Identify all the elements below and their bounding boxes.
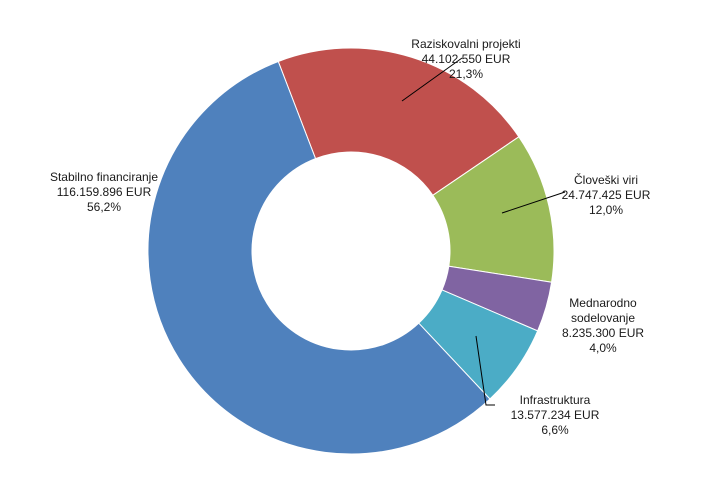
data-label-infrastruktura: Infrastruktura 13.577.234 EUR 6,6%	[511, 393, 600, 437]
slice-name: Mednarodno	[569, 296, 637, 310]
slice-percent: 56,2%	[87, 200, 121, 214]
slice-percent: 4,0%	[589, 341, 617, 355]
slice-value: 13.577.234 EUR	[511, 408, 600, 422]
data-label-stabilno-financiranje: Stabilno financiranje 116.159.896 EUR 56,2…	[50, 170, 158, 214]
slice-name: Stabilno financiranje	[50, 170, 158, 184]
slice-value: 116.159.896 EUR	[57, 185, 152, 199]
data-label-cloveski-viri: Človeški viri 24.747.425 EUR 12,0%	[562, 172, 651, 217]
slice-value: 24.747.425 EUR	[562, 188, 651, 202]
slice-value: 44.102.550 EUR	[422, 52, 511, 66]
data-label-raziskovalni-projekti: Raziskovalni projekti 44.102.550 EUR 21,3%	[411, 37, 520, 81]
leader-line-raziskovalni-projekti	[401, 57, 463, 102]
leader-line-cloveski-viri	[501, 191, 566, 214]
slice-stabilno-financiranje	[147, 60, 491, 455]
data-label-mednarodno-sodelovanje: Mednarodno sodelovanje 8.235.300 EUR 4,0%	[562, 296, 644, 355]
slice-name: sodelovanje	[571, 311, 635, 325]
slice-name: Raziskovalni projekti	[411, 37, 520, 51]
slice-percent: 12,0%	[589, 203, 623, 217]
slice-name: Infrastruktura	[520, 393, 591, 407]
slice-name: Človeški viri	[574, 172, 638, 187]
leader-line-infrastruktura	[475, 335, 495, 406]
slice-percent: 6,6%	[541, 423, 569, 437]
slice-value: 8.235.300 EUR	[562, 326, 644, 340]
slice-raziskovalni-projekti	[277, 47, 520, 196]
slice-percent: 21,3%	[449, 67, 483, 81]
